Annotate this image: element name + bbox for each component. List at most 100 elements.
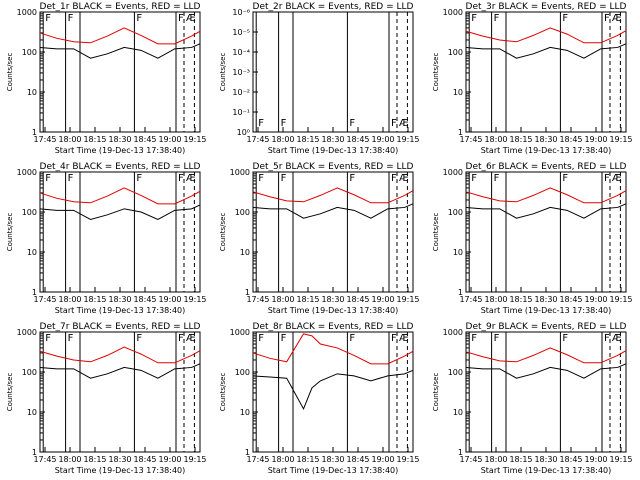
y-tick-label: 10 (240, 408, 250, 417)
x-tick-label: 17:45 (246, 295, 269, 304)
y-tick-label: 10 (27, 88, 37, 97)
panel-title: Det_5r BLACK = Events, RED = LLD (253, 162, 414, 172)
flag-label: F (391, 333, 397, 344)
lld-series-line (39, 346, 201, 364)
y-tick-label: 10⁻³ (232, 68, 250, 77)
y-tick-label: 10 (453, 408, 463, 417)
y-tick-label: 10 (27, 408, 37, 417)
x-tick-label: 18:00 (484, 295, 507, 304)
x-tick-label: 17:45 (459, 295, 482, 304)
flag-label: F (68, 333, 74, 344)
y-tick-label: 10⁻⁴ (232, 48, 250, 57)
x-axis-label: Start Time (19-Dec-13 17:38:40) (481, 466, 612, 475)
x-tick-label: 18:15 (83, 295, 106, 304)
y-tick-label: 10⁻¹ (232, 108, 250, 117)
flag-label: F (136, 173, 142, 184)
y-tick-label: 1 (458, 288, 463, 297)
x-tick-label: 19:15 (183, 135, 206, 144)
x-tick-label: 18:15 (509, 135, 532, 144)
x-tick-label: 18:45 (559, 295, 582, 304)
y-axis-label: Counts/sec (6, 53, 14, 92)
x-tick-label: 18:30 (534, 295, 557, 304)
panel-title: Det_3r BLACK = Events, RED = LLD (466, 2, 627, 12)
events-series-line (252, 369, 414, 410)
flag-label: F (562, 333, 568, 344)
x-tick-label: 18:00 (271, 135, 294, 144)
y-tick-label: 100 (235, 208, 250, 217)
detector-panel-4: Det_4r BLACK = Events, RED = LLD 1000 100 1… (0, 160, 213, 320)
flag-label: F (136, 13, 142, 24)
flag-label: F (604, 173, 610, 184)
x-tick-label: 18:30 (321, 455, 344, 464)
flag-label: F (68, 173, 74, 184)
flag-label: F (45, 333, 51, 344)
y-tick-label: 1000 (230, 168, 250, 177)
y-axis-label: Counts/sec (432, 53, 440, 92)
flag-label: F (562, 173, 568, 184)
x-tick-label: 18:00 (271, 295, 294, 304)
y-tick-label: 1000 (17, 328, 37, 337)
x-tick-label: 18:15 (296, 295, 319, 304)
flag-label: F (178, 333, 184, 344)
y-axis-label: Counts/sec (6, 213, 14, 252)
x-tick-label: 18:15 (83, 455, 106, 464)
y-tick-label: 1 (32, 448, 37, 457)
flag-label: F (258, 118, 264, 129)
x-tick-label: 18:15 (296, 135, 319, 144)
y-axis-label: Counts/sec (6, 373, 14, 412)
x-tick-label: 18:15 (83, 135, 106, 144)
flag-label: F (281, 173, 287, 184)
flag-label: Æ (612, 13, 622, 24)
y-axis-label: Counts/sec (219, 53, 227, 92)
y-axis-label: Counts/sec (219, 213, 227, 252)
panel-svg: Det_2r BLACK = Events, RED = LLD 10⁰ 10⁻¹ 1… (219, 2, 420, 155)
x-tick-label: 19:00 (584, 295, 607, 304)
flag-label: Æ (399, 118, 409, 129)
flag-label: F (494, 173, 500, 184)
events-series-line (39, 43, 201, 59)
x-axis-label: Start Time (19-Dec-13 17:38:40) (481, 306, 612, 315)
y-tick-label: 10⁻² (232, 88, 250, 97)
x-tick-label: 19:15 (609, 135, 632, 144)
y-tick-label: 10 (453, 248, 463, 257)
panel-title: Det_1r BLACK = Events, RED = LLD (40, 2, 201, 12)
flag-label: F (604, 13, 610, 24)
y-tick-label: 1000 (443, 168, 463, 177)
y-tick-label: 10⁰ (237, 128, 250, 137)
y-tick-label: 1000 (230, 328, 250, 337)
y-tick-label: 1 (458, 448, 463, 457)
x-tick-label: 18:45 (133, 455, 156, 464)
y-tick-label: 1000 (443, 328, 463, 337)
panel-title: Det_7r BLACK = Events, RED = LLD (40, 322, 201, 332)
panel-title: Det_6r BLACK = Events, RED = LLD (466, 162, 627, 172)
x-axis-label: Start Time (19-Dec-13 17:38:40) (481, 146, 612, 155)
y-tick-label: 10 (240, 248, 250, 257)
x-axis-label: Start Time (19-Dec-13 17:38:40) (268, 306, 399, 315)
x-tick-label: 18:00 (58, 135, 81, 144)
flag-label: F (258, 173, 264, 184)
detector-panel-5: Det_5r BLACK = Events, RED = LLD 1000 100 1… (213, 160, 426, 320)
x-tick-label: 17:45 (246, 455, 269, 464)
x-tick-label: 18:45 (346, 295, 369, 304)
events-series-line (252, 203, 414, 219)
x-tick-label: 19:15 (183, 455, 206, 464)
x-tick-label: 17:45 (33, 455, 56, 464)
flag-label: F (178, 173, 184, 184)
flag-label: Æ (186, 333, 196, 344)
flag-label: F (68, 13, 74, 24)
x-tick-label: 18:30 (534, 135, 557, 144)
y-tick-label: 1000 (17, 168, 37, 177)
x-tick-label: 18:15 (509, 455, 532, 464)
flag-label: F (178, 13, 184, 24)
x-tick-label: 19:15 (609, 455, 632, 464)
x-tick-label: 18:45 (346, 135, 369, 144)
x-tick-label: 18:45 (133, 295, 156, 304)
x-tick-label: 19:15 (183, 295, 206, 304)
events-series-line (465, 203, 627, 219)
